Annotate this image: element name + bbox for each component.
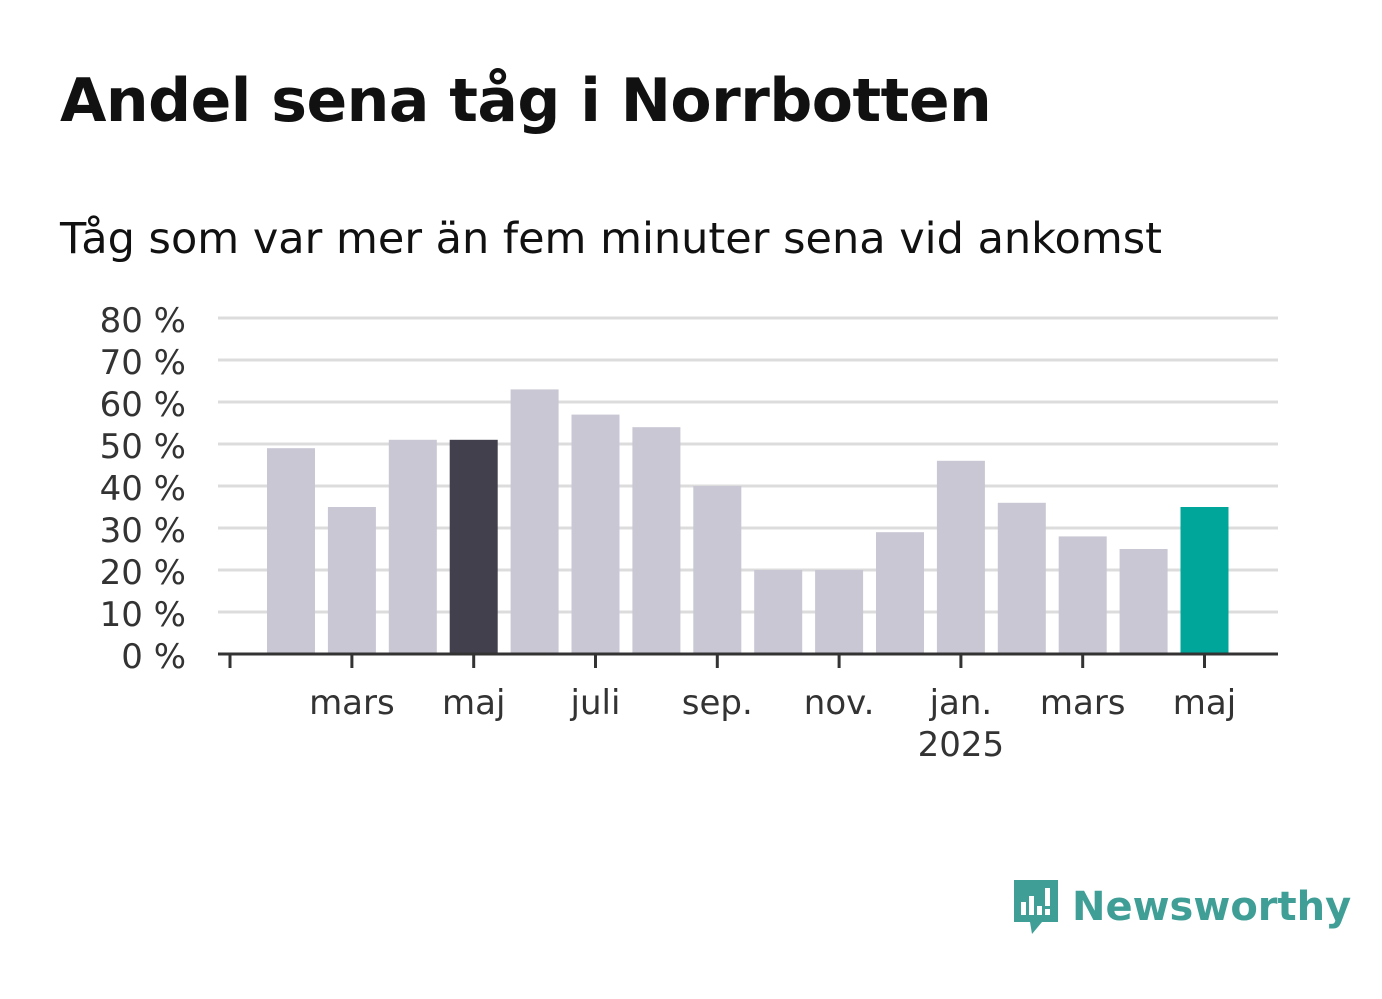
y-tick-label-10: 10 % — [100, 595, 186, 635]
y-tick-label-60: 60 % — [100, 385, 186, 425]
bar-2024-06 — [510, 389, 559, 654]
bar-chart-speech-bubble-icon — [1014, 880, 1058, 934]
grid-lines — [218, 316, 1278, 614]
y-tick-label-20: 20 % — [100, 553, 186, 593]
x-tick-label-2024-03: mars — [309, 683, 395, 723]
x-tick-label-2024-09: sep. — [682, 683, 753, 723]
bar-2024-12 — [876, 532, 924, 654]
y-tick-label-0: 0 % — [121, 637, 186, 677]
x-axis — [218, 652, 1278, 668]
x-tick-label-2025-05: maj — [1173, 683, 1236, 723]
bar-2024-02 — [267, 448, 315, 654]
bar-2024-05 — [449, 439, 498, 654]
x-tick-label-2024-07: juli — [570, 683, 621, 723]
bar-2024-11 — [815, 570, 864, 654]
bar-2025-05 — [1180, 507, 1229, 654]
x-tick-label-2025-03: mars — [1040, 683, 1126, 723]
y-tick-label-70: 70 % — [100, 343, 186, 383]
bar-2024-10 — [754, 570, 803, 654]
chart-title: Andel sena tåg i Norrbotten — [60, 66, 992, 136]
brand-name: Newsworthy — [1072, 884, 1352, 930]
bar-2025-04 — [1119, 549, 1168, 654]
bar-2024-07 — [571, 414, 620, 654]
y-tick-label-40: 40 % — [100, 469, 186, 509]
y-tick-label-50: 50 % — [100, 427, 186, 467]
bar-2025-03 — [1058, 536, 1107, 654]
y-tick-label-80: 80 % — [100, 301, 186, 341]
bar-2024-08 — [632, 427, 681, 654]
x-tick-label-2024-11: nov. — [804, 683, 875, 723]
bar-2024-09 — [693, 486, 742, 654]
y-axis-labels: 0 %10 %20 %30 %40 %50 %60 %70 %80 % — [100, 301, 186, 677]
x-tick-label-2025-01: jan. — [929, 683, 993, 723]
bar-2025-01 — [936, 460, 985, 654]
chart-subtitle: Tåg som var mer än fem minuter sena vid … — [60, 214, 1163, 264]
bar-2024-03 — [327, 507, 376, 654]
bar-2024-04 — [388, 439, 437, 654]
y-tick-label-30: 30 % — [100, 511, 186, 551]
x-tick-sublabel-2025-01: 2025 — [918, 725, 1005, 765]
bar-2025-02 — [997, 502, 1046, 654]
brand-logo: Newsworthy — [1010, 876, 1351, 938]
bars — [267, 389, 1229, 654]
x-axis-labels: mars maj juli sep. nov. jan.2025 mars maj — [309, 683, 1236, 765]
x-tick-label-2024-05: maj — [442, 683, 505, 723]
